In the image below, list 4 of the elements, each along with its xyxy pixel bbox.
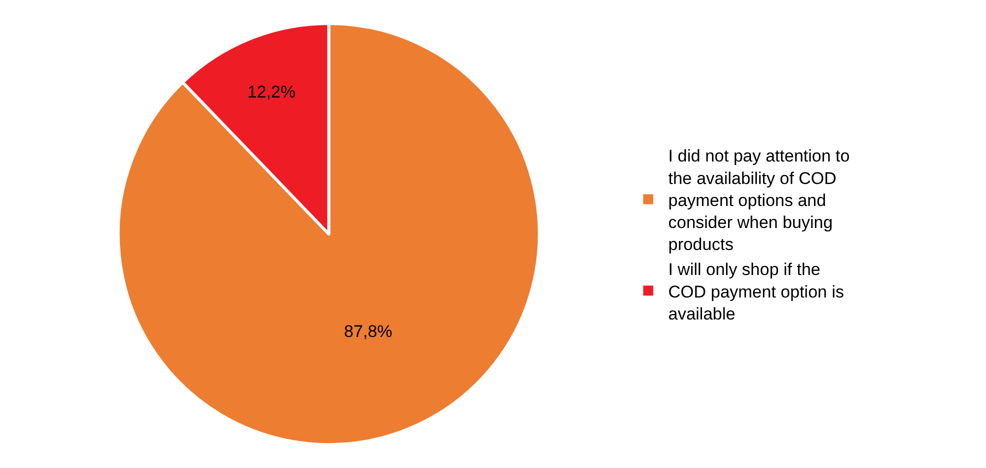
data-label: 12,2% bbox=[247, 82, 296, 102]
legend-label: I did not pay attention to the availability of COD payment options and consider when buying products bbox=[668, 146, 850, 254]
data-label: 87,8% bbox=[344, 322, 392, 342]
legend-label: I will only shop if the COD payment option is available bbox=[668, 260, 844, 324]
